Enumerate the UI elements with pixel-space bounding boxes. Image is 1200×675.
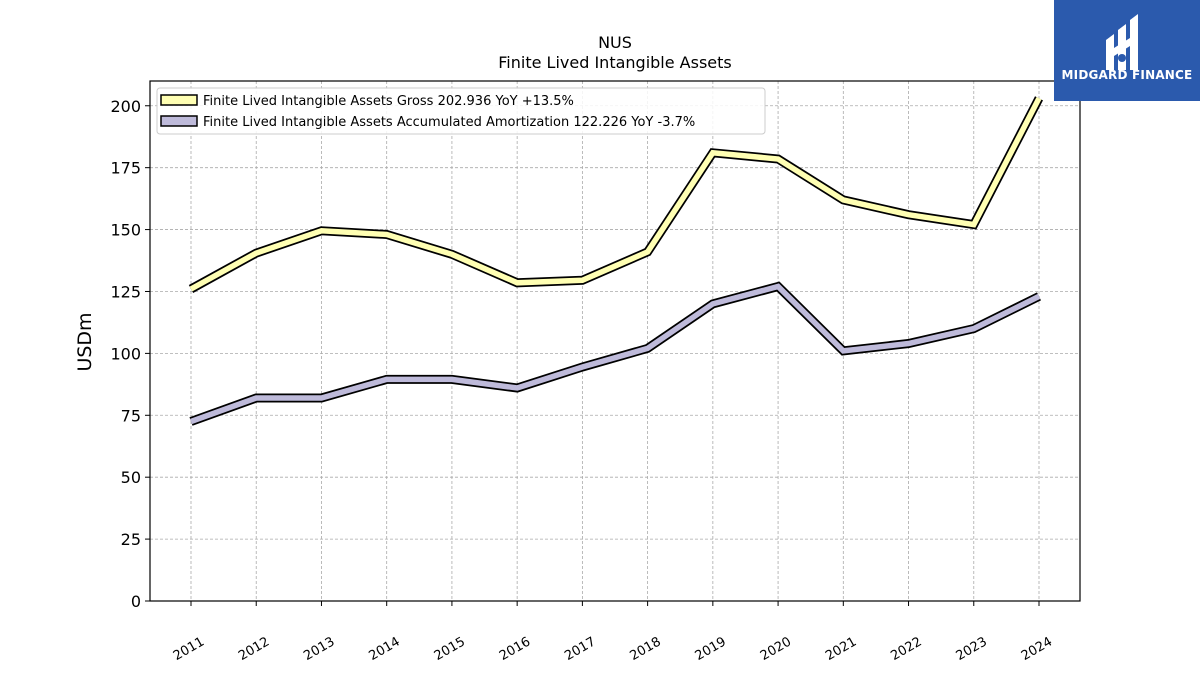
y-tick-label: 25 — [121, 530, 141, 549]
x-tick-label: 2012 — [236, 634, 272, 664]
x-tick-label: 2021 — [823, 634, 859, 664]
y-tick-label: 150 — [110, 221, 141, 240]
legend-label: Finite Lived Intangible Assets Accumulat… — [203, 115, 695, 130]
y-tick-label: 200 — [110, 97, 141, 116]
legend: Finite Lived Intangible Assets Gross 202… — [156, 87, 766, 135]
chart-title: NUS — [598, 33, 632, 52]
series-line-outline — [189, 281, 1041, 426]
y-tick-label: 100 — [110, 344, 141, 363]
legend-box — [156, 87, 766, 135]
chart-subtitle: Finite Lived Intangible Assets — [498, 53, 731, 72]
midgard-finance-logo: MIDGARD FINANCE — [1054, 0, 1200, 101]
y-tick-label: 0 — [131, 592, 141, 611]
legend-swatch — [160, 94, 198, 106]
x-tick-label: 2020 — [758, 634, 794, 664]
y-tick-label: 75 — [121, 406, 141, 425]
y-axis-label: USDm — [74, 312, 96, 371]
y-tick-label: 125 — [110, 282, 141, 301]
y-tick-label: 175 — [110, 159, 141, 178]
x-tick-label: 2011 — [171, 634, 207, 664]
x-tick-label: 2023 — [954, 634, 990, 664]
series-line — [190, 283, 1041, 425]
plot-frame — [149, 80, 1081, 602]
grid-lines — [150, 81, 1080, 602]
x-tick-label: 2017 — [562, 634, 598, 664]
y-tick-label: 50 — [121, 468, 141, 487]
x-tick-label: 2014 — [367, 634, 403, 664]
series-lines — [188, 96, 1043, 426]
x-tick-label: 2024 — [1019, 634, 1055, 664]
x-tick-label: 2013 — [301, 634, 337, 664]
x-tick-label: 2022 — [888, 634, 924, 664]
x-tick-label: 2016 — [497, 634, 533, 664]
series-line — [189, 97, 1042, 292]
legend-label: Finite Lived Intangible Assets Gross 202… — [203, 94, 574, 109]
x-tick-label: 2018 — [627, 634, 663, 664]
x-tick-label: 2015 — [432, 634, 468, 664]
legend-swatch — [160, 115, 198, 127]
logo-mark-icon — [1106, 14, 1138, 70]
x-tick-label: 2019 — [693, 634, 729, 664]
logo-text: MIDGARD FINANCE — [1061, 68, 1193, 82]
